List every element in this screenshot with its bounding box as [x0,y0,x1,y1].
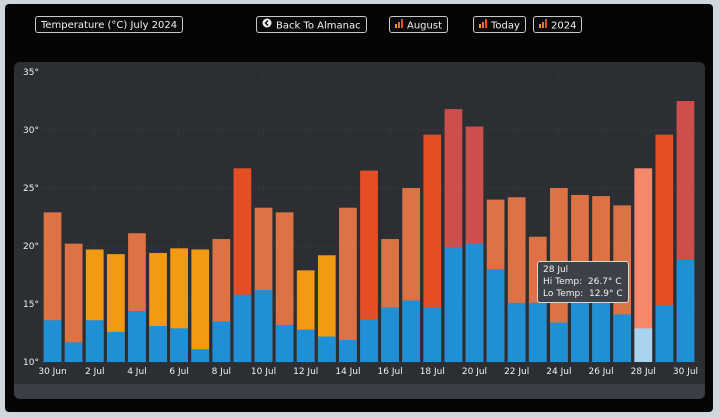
year-button[interactable]: 2024 [533,16,583,34]
lo-temp-bar [550,322,568,362]
lo-temp-bar [655,305,674,362]
lo-temp-bar [170,328,188,362]
tooltip-lo-row: Lo Temp: 12.9° C [543,288,623,300]
lo-temp-bar [592,290,610,362]
lo-temp-bar [64,342,83,362]
lo-temp-bar [212,321,231,362]
lo-temp-bar [613,314,632,362]
lo-temp-bar [676,259,695,362]
bar-chart-icon [539,17,547,34]
lo-temp-bar [317,336,336,362]
lo-temp-bar [381,307,399,362]
lo-temp-bar [634,328,653,362]
x-tick-label: 24 Jul [546,367,571,377]
lo-temp-bar [106,331,125,362]
today-button[interactable]: Today [473,16,526,33]
bar-chart-icon [479,17,487,34]
chart-scrollbar[interactable] [14,384,705,399]
x-tick-label: 20 Jul [462,367,487,377]
tooltip-hi-value: 26.7° C [587,277,622,287]
hi-temp-bar [317,255,336,362]
lo-temp-bar [43,320,62,362]
hi-temp-bar [191,249,210,362]
lo-temp-bar [296,329,315,362]
y-tick-label: 25° [23,184,39,194]
hi-temp-bar [64,243,83,362]
x-tick-label: 26 Jul [588,367,613,377]
hi-temp-bar [339,207,357,362]
lo-temp-bar [402,300,421,362]
chart-tooltip: 28 Jul Hi Temp: 26.7° C Lo Temp: 12.9° C [537,261,629,303]
x-tick-label: 8 Jul [212,367,231,377]
lo-temp-bar [85,320,104,362]
hi-temp-bar [360,170,378,362]
y-tick-label: 10° [23,358,39,368]
august-button[interactable]: August [389,16,448,33]
lo-temp-bar [191,349,210,362]
tooltip-lo-label: Lo Temp: [543,289,584,299]
y-tick-label: 15° [23,300,39,310]
y-tick-label: 30° [23,126,39,136]
lo-temp-bar [128,310,146,362]
hi-temp-bar [423,134,442,362]
lo-temp-bar [465,243,484,362]
hi-temp-bar [634,168,653,362]
lo-temp-bar [486,269,505,362]
tooltip-hi-row: Hi Temp: 26.7° C [543,276,623,288]
lo-temp-bar [423,307,442,362]
x-tick-label: 18 Jul [420,367,445,377]
lo-temp-bar [444,247,463,362]
lo-temp-bar [571,292,589,362]
lo-temp-bar [360,319,378,362]
tooltip-hi-label: Hi Temp: [543,277,583,287]
lo-temp-bar [275,324,294,362]
x-tick-label: 22 Jul [504,367,529,377]
x-tick-label: 16 Jul [378,367,403,377]
x-tick-label: 2 Jul [85,367,104,377]
x-tick-label: 28 Jul [631,367,656,377]
x-tick-label: 12 Jul [293,367,318,377]
lo-temp-bar [254,290,273,362]
x-tick-label: 30 Jun [38,367,66,377]
y-tick-label: 35° [23,68,39,78]
hi-temp-bar [275,212,294,362]
app-window: Temperature (°C) July 2024 Back To Alman… [5,4,713,412]
tooltip-date: 28 Jul [543,265,569,275]
year-label: 2024 [551,20,577,32]
back-arrow-icon [262,17,272,34]
today-label: Today [491,20,520,32]
x-tick-label: 4 Jul [127,367,146,377]
x-tick-label: 30 Jul [673,367,698,377]
x-tick-label: 14 Jul [335,367,360,377]
tooltip-lo-value: 12.9° C [588,289,623,299]
lo-temp-bar [507,302,526,362]
x-tick-label: 10 Jul [251,367,276,377]
y-tick-label: 20° [23,242,39,252]
lo-temp-bar [339,339,357,362]
lo-temp-bar [528,302,547,362]
lo-temp-bar [233,294,252,362]
x-tick-label: 6 Jul [169,367,188,377]
bar-chart-icon [395,17,403,34]
back-to-almanac-label: Back To Almanac [276,20,361,32]
title-button[interactable]: Temperature (°C) July 2024 [35,16,184,33]
back-to-almanac-button[interactable]: Back To Almanac [256,16,367,33]
temperature-chart: 10° 15° 20° 25° 30° 35° 30 Jun 2 Jul 4 Jul 6 Jul 8… [23,68,698,377]
title-label: Temperature (°C) July 2024 [41,20,178,31]
lo-temp-bar [149,326,167,362]
august-label: August [407,20,442,32]
